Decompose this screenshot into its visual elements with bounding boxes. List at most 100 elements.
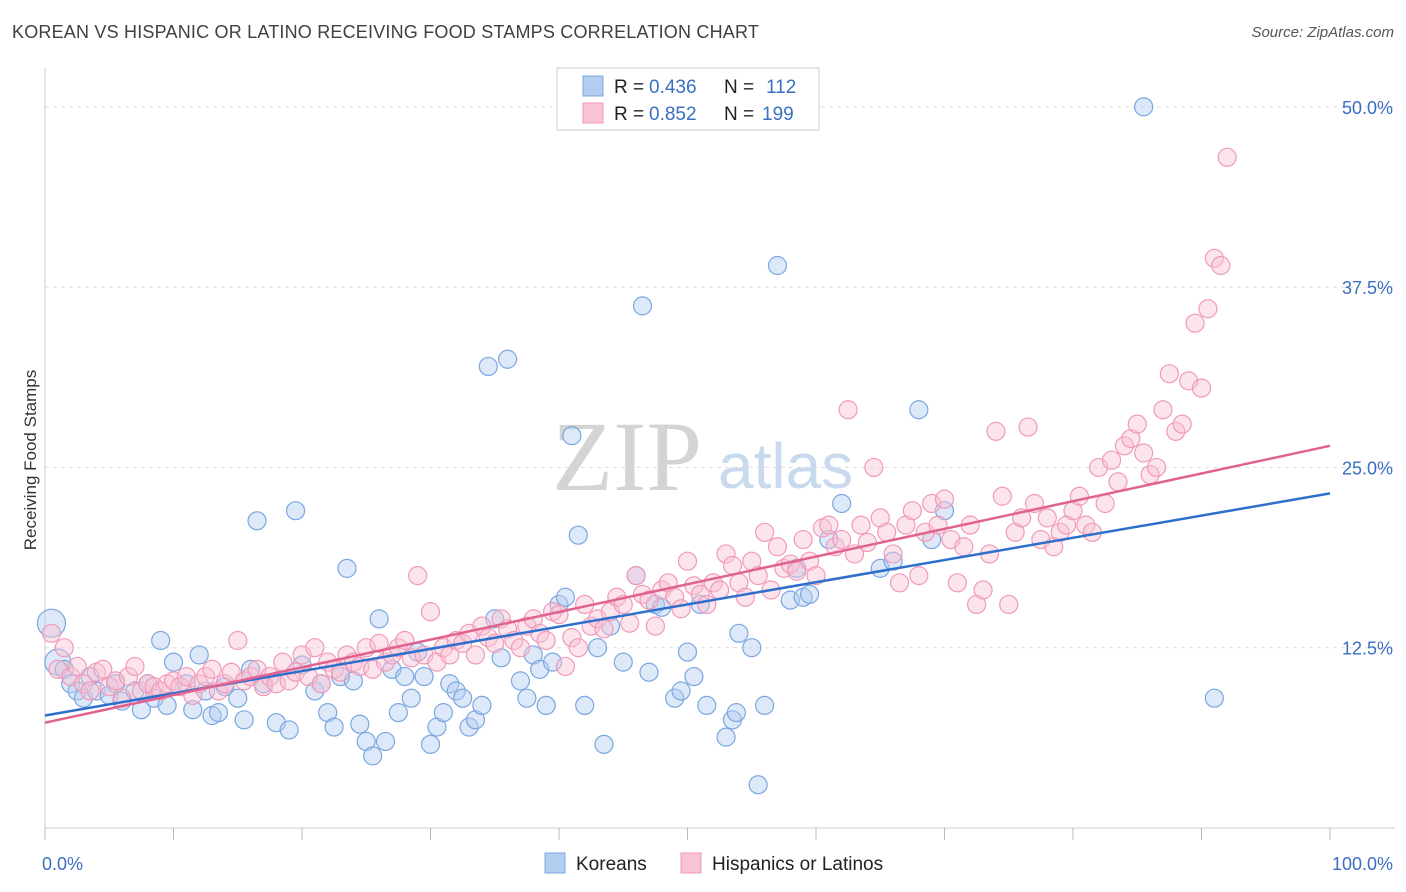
hispanic-point-121	[819, 515, 839, 535]
hispanic-point-132	[889, 573, 910, 593]
korean-point-58	[459, 717, 479, 737]
korean-point-45	[375, 731, 396, 752]
hispanic-point-0	[41, 623, 62, 643]
hispanic-point-12	[118, 666, 139, 687]
hispanic-point-104	[710, 580, 730, 600]
hispanic-point-119	[806, 565, 826, 586]
hispanic-point-139	[934, 489, 955, 509]
y-tick-labels: 12.5% 25.0% 37.5% 50.0%	[1342, 98, 1393, 659]
korean-point-111	[1204, 688, 1224, 708]
korean-point-74	[568, 525, 588, 545]
hispanic-point-149	[999, 594, 1019, 615]
korean-point-98	[767, 255, 788, 276]
hispanic-point-108	[735, 587, 755, 607]
korean-point-77	[594, 734, 614, 754]
hispanic-point-25	[202, 659, 222, 679]
hispanic-point-164	[1095, 493, 1115, 514]
hispanic-point-172	[1146, 457, 1167, 478]
hispanic-point-142	[954, 537, 974, 557]
hispanic-point-4	[67, 656, 87, 677]
hispanic-point-175	[1166, 421, 1186, 441]
korean-point-107	[909, 400, 929, 420]
hispanic-point-105	[716, 544, 736, 564]
hispanic-point-173	[1153, 400, 1173, 420]
korean-point-87	[677, 642, 698, 662]
hispanic-point-166	[1108, 472, 1128, 492]
korean-point-20	[189, 645, 209, 665]
hispanic-point-86	[594, 619, 614, 639]
trend-lines	[44, 444, 1331, 724]
korean-point-55	[440, 674, 460, 694]
bottom-legend-swatch-koreans	[544, 852, 566, 874]
korean-point-57	[453, 688, 473, 708]
korean-point-54	[433, 703, 453, 723]
hispanic-point-167	[1114, 436, 1135, 456]
korean-point-41	[350, 714, 370, 734]
korean-point-26	[234, 710, 254, 730]
legend-n-value-2: 199	[762, 104, 794, 125]
hispanic-point-10	[106, 671, 126, 691]
y-tick-label-3: 50.0%	[1342, 98, 1393, 118]
hispanic-point-170	[1134, 443, 1154, 463]
hispanic-point-42	[311, 674, 331, 694]
hispanic-point-127	[857, 532, 878, 553]
korean-point-25	[228, 688, 248, 708]
bottom-legend-koreans: Koreans	[576, 854, 647, 875]
hispanic-point-126	[851, 515, 871, 535]
legend-n-label-1: N =	[724, 77, 754, 98]
hispanic-point-145	[973, 580, 993, 600]
korean-point-104	[832, 493, 852, 514]
hispanic-point-24	[196, 666, 216, 687]
hispanic-point-80	[555, 656, 576, 677]
hispanic-point-81	[562, 628, 582, 648]
x-tick-label-1: 100.0%	[1332, 854, 1393, 874]
legend-swatch-koreans	[582, 75, 604, 97]
korean-point-38	[330, 666, 351, 687]
y-tick-label-0: 12.5%	[1342, 639, 1393, 659]
hispanic-point-148	[992, 486, 1012, 506]
y-tick-label-1: 25.0%	[1342, 458, 1393, 478]
korean-point-76	[587, 638, 608, 658]
hispanic-point-128	[864, 457, 884, 478]
legend-n-value-1: 112	[766, 77, 796, 98]
hispanic-point-176	[1172, 414, 1192, 434]
korean-point-72	[555, 587, 576, 607]
hispanic-point-160	[1069, 486, 1090, 506]
hispanic-point-82	[568, 638, 588, 658]
korean-point-56	[446, 681, 466, 701]
hispanic-point-124	[838, 400, 858, 420]
hispanic-point-116	[787, 561, 807, 581]
hispanic-point-130	[877, 522, 897, 542]
chart-title: KOREAN VS HISPANIC OR LATINO RECEIVING F…	[12, 22, 760, 42]
korean-point-17	[163, 652, 184, 672]
hispanic-point-135	[909, 565, 929, 586]
korean-point-95	[742, 638, 762, 658]
hispanics-points	[41, 147, 1237, 708]
korean-point-52	[420, 734, 441, 754]
korean-point-86	[671, 681, 691, 701]
hispanic-point-183	[1217, 147, 1237, 167]
hispanic-point-90	[620, 613, 640, 633]
hispanic-point-111	[754, 522, 775, 542]
hispanic-point-134	[902, 501, 922, 521]
legend-r-value-1: 0.436	[649, 77, 697, 98]
legend-n-label-2: N =	[724, 104, 754, 125]
hispanic-point-181	[1204, 248, 1224, 268]
hispanic-point-157	[1050, 522, 1070, 542]
hispanic-point-102	[697, 594, 717, 615]
source-label: Source: ZipAtlas.com	[1251, 24, 1394, 41]
korean-point-19	[183, 700, 203, 720]
korean-point-106	[883, 551, 903, 571]
korean-point-23	[208, 703, 229, 723]
korean-point-37	[324, 717, 344, 737]
hispanic-point-141	[947, 573, 967, 593]
hispanic-point-77	[536, 630, 556, 651]
korean-point-97	[754, 695, 775, 716]
hispanic-point-182	[1211, 255, 1231, 276]
hispanic-point-59	[420, 602, 441, 622]
hispanics-trend-line	[44, 444, 1331, 724]
legend-r-label-1: R =	[614, 77, 644, 98]
hispanic-point-57	[408, 565, 428, 586]
hispanic-point-137	[922, 493, 942, 514]
korean-point-90	[697, 695, 717, 716]
